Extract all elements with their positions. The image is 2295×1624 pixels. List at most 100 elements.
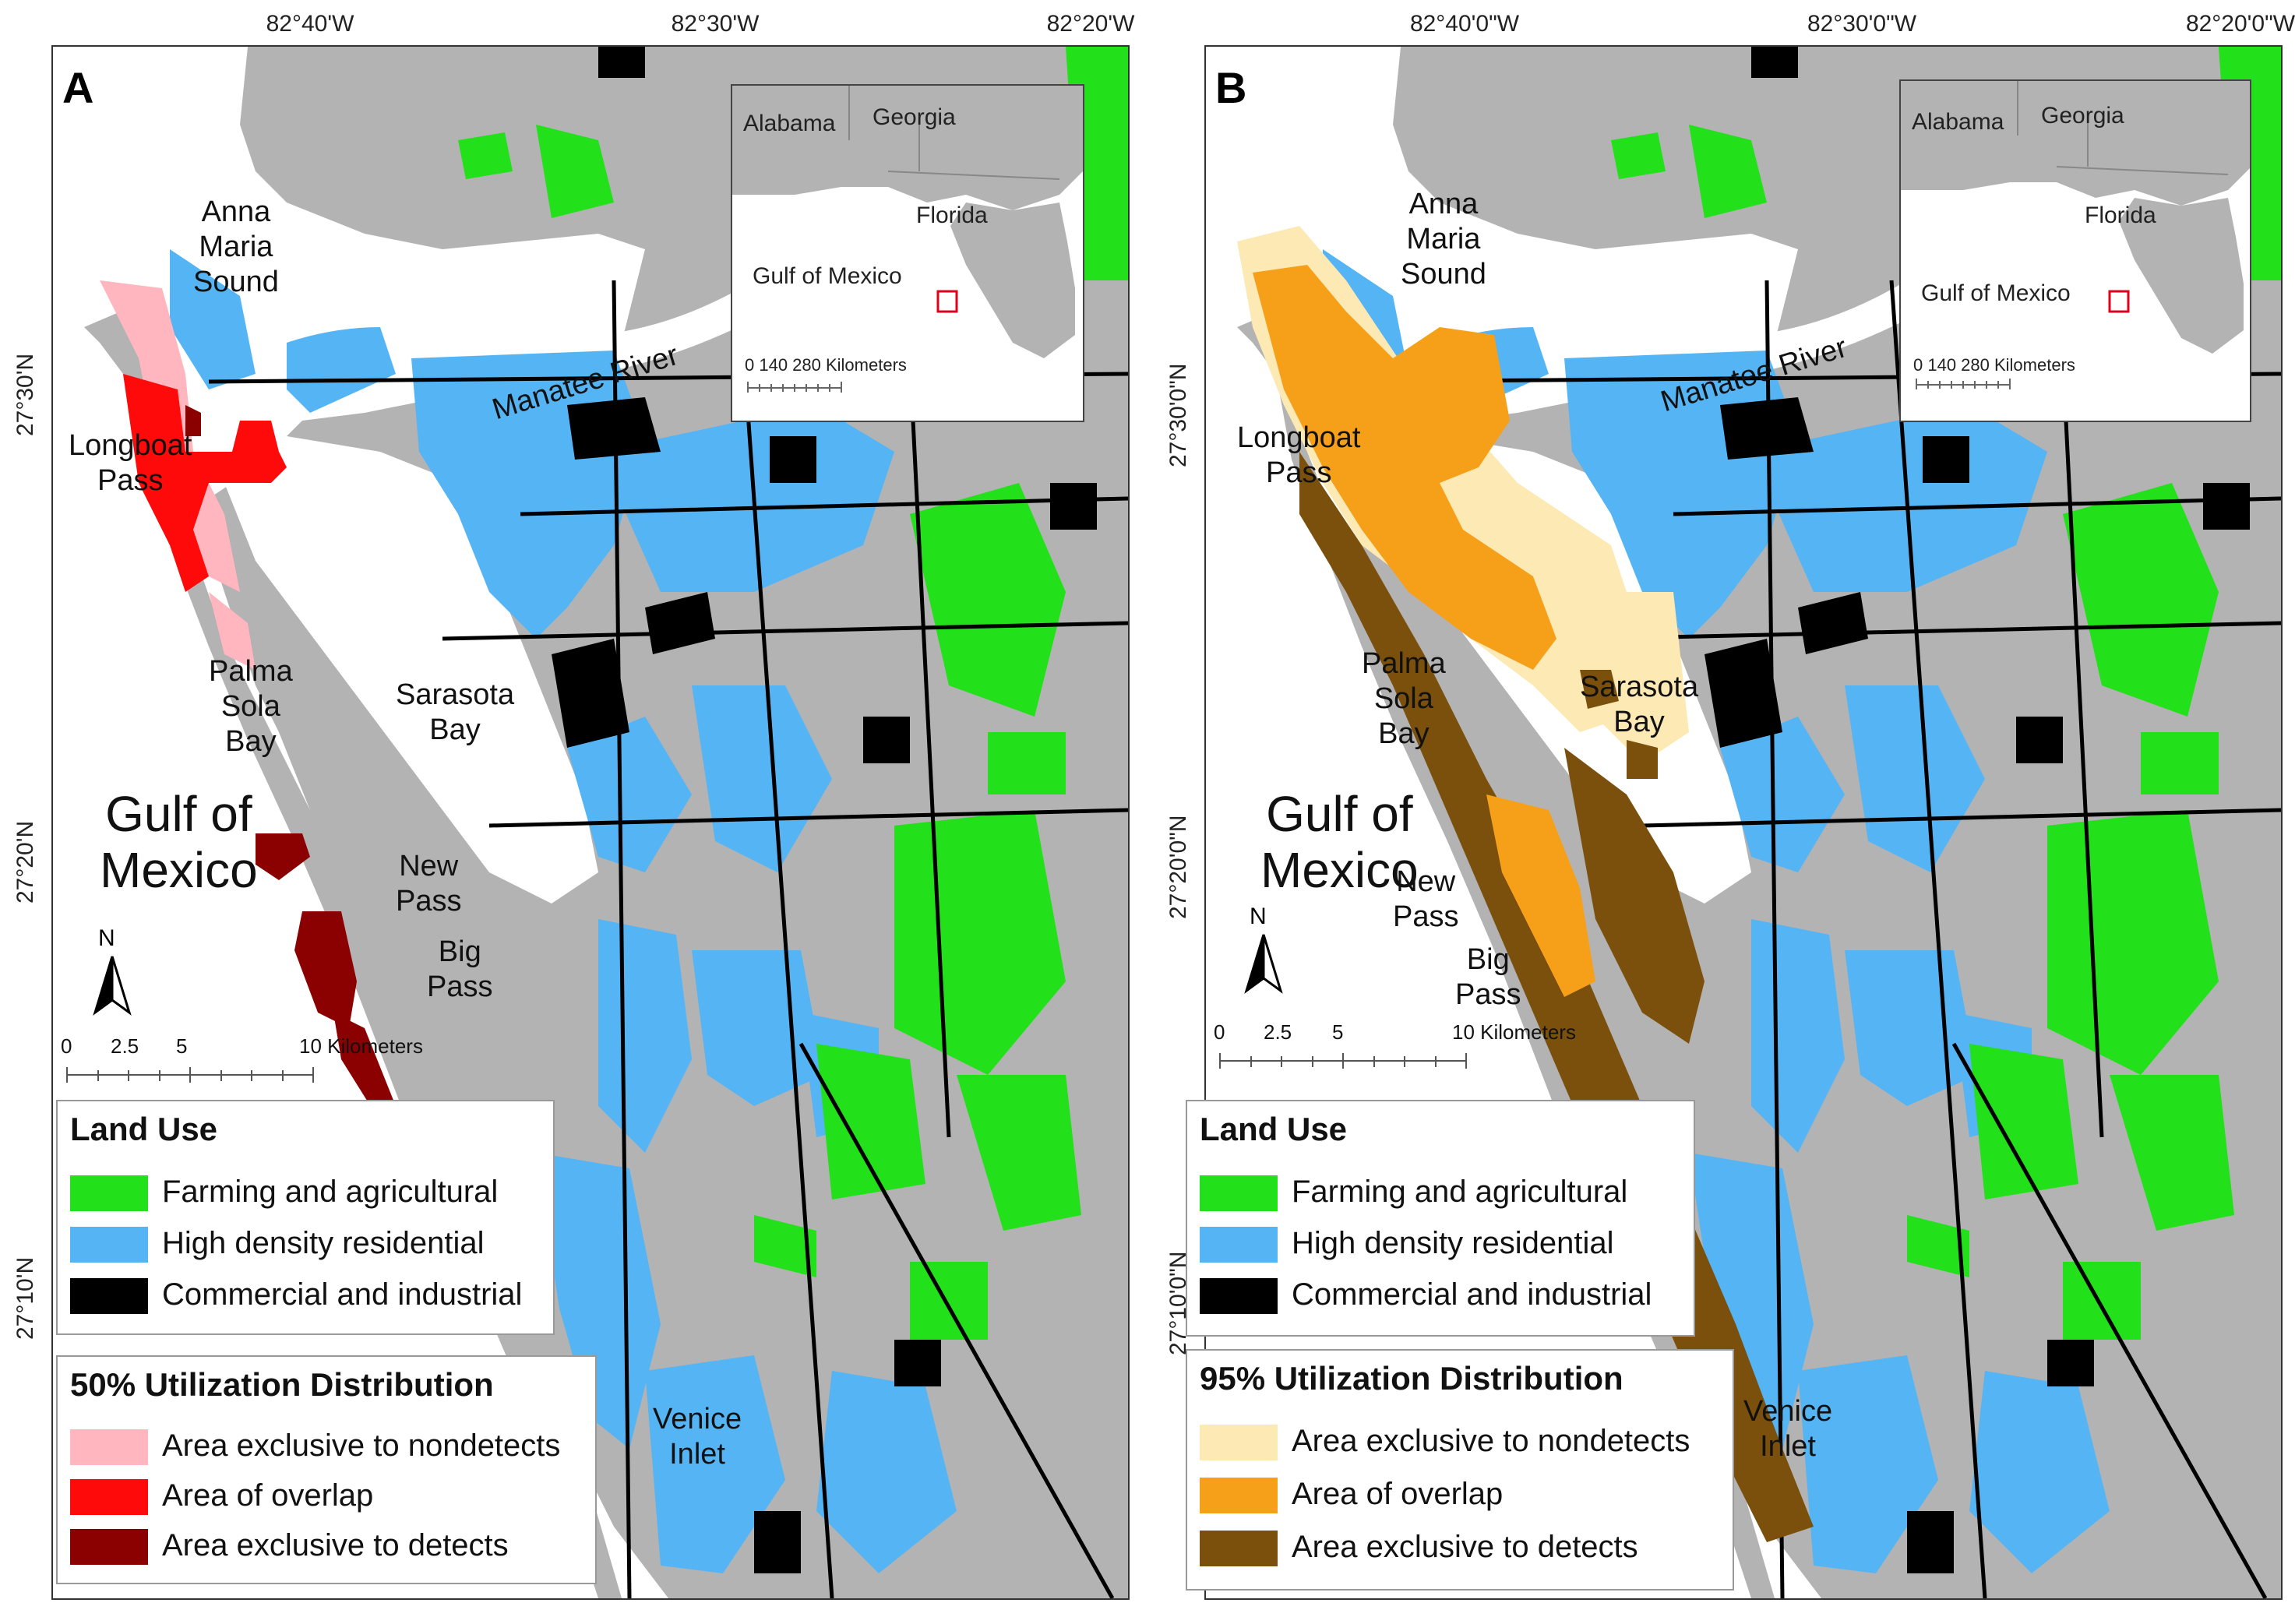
locator-inset: Alabama Georgia Florida Gulf of Mexico 0… [1899, 79, 2251, 422]
sarasota-bay-water [224, 436, 598, 904]
lat-tick-2: 27°20'N [12, 820, 38, 904]
label-palma-sola-bay: Palma Sola Bay [1362, 647, 1446, 750]
label-venice-inlet: Venice Inlet [653, 1403, 742, 1471]
legend-swatch-farming [70, 1175, 148, 1211]
inset-land [732, 86, 1083, 210]
inset-scale-label: 0 140 280 Kilometers [1913, 355, 2075, 375]
label-new-pass: New Pass [1393, 865, 1459, 933]
ud50-detect [294, 911, 357, 1028]
label-anna-maria-sound: Anna Maria Sound [1401, 188, 1486, 291]
scale-bar: 0 2.5 5 10 Kilometers [1214, 1020, 1653, 1083]
legend-swatch-overlap [70, 1479, 148, 1515]
legend-swatch-residential [70, 1227, 148, 1263]
scale-tick-10: 10 Kilometers [299, 1034, 423, 1058]
scale-tick-5: 5 [176, 1034, 188, 1058]
lon-tick-2: 82°30'W [671, 11, 760, 37]
ud95-legend: 95% Utilization Distribution Area exclus… [1186, 1349, 1734, 1591]
legend-swatch-farming [1200, 1175, 1278, 1211]
map-panel-b: 82°40'0"W 82°30'0"W 82°20'0"W 27°30'0"N … [1153, 0, 2295, 1624]
panel-letter: A [62, 63, 94, 112]
inset-scalebar [1916, 379, 2011, 389]
scale-tick-5: 5 [1332, 1020, 1344, 1044]
ud95-detect [1580, 670, 1619, 709]
label-gulf-of-mexico: Gulf of Mexico [1260, 786, 1419, 898]
inset-map [732, 86, 1083, 393]
ud95-detect [1564, 748, 1705, 1044]
north-arrow: N [1240, 904, 1287, 997]
label-big-pass: Big Pass [1455, 943, 1521, 1011]
commercial-areas [552, 47, 1097, 1573]
scale-bar-graphic [1219, 1053, 1467, 1069]
scale-tick-0: 0 [61, 1034, 72, 1058]
inset-map [1901, 81, 2250, 389]
legend-label-detects: Area exclusive to detects [1292, 1530, 1638, 1564]
legend-swatch-detects [1200, 1531, 1278, 1566]
inset-label-florida: Florida [916, 203, 988, 228]
map-panel-a: 82°40'W 82°30'W 82°20'W 27°30'N 27°20'N … [0, 0, 1137, 1624]
inset-study-area-box [2108, 290, 2130, 313]
ud50-legend: 50% Utilization Distribution Area exclus… [56, 1355, 597, 1584]
label-longboat-pass: Longboat Pass [1237, 421, 1361, 489]
inset-label-alabama: Alabama [1912, 109, 2004, 135]
land-use-legend-title: Land Use [70, 1111, 218, 1147]
legend-label-commercial: Commercial and industrial [162, 1277, 523, 1312]
lat-tick-3: 27°10'N [12, 1256, 38, 1340]
ud50-nondetect [209, 592, 256, 670]
legend-swatch-commercial [70, 1278, 148, 1314]
north-arrow: N [89, 925, 136, 1019]
legend-label-detects: Area exclusive to detects [162, 1528, 509, 1562]
inset-florida [950, 203, 1075, 358]
inset-scalebar [747, 382, 842, 393]
inset-label-gulf: Gulf of Mexico [1921, 280, 2071, 306]
land-use-legend: Land Use Farming and agricultural High d… [1186, 1100, 1695, 1337]
scale-tick-0: 0 [1214, 1020, 1225, 1044]
ud95-overlap [1463, 358, 1486, 389]
scale-tick-2-5: 2.5 [111, 1034, 139, 1058]
scale-tick-2-5: 2.5 [1264, 1020, 1292, 1044]
ud50-detect [256, 833, 310, 880]
ud95-legend-title: 95% Utilization Distribution [1200, 1360, 1623, 1397]
inset-label-gulf: Gulf of Mexico [753, 263, 902, 289]
ud50-overlap [123, 374, 287, 592]
locator-inset: Alabama Georgia Florida Gulf of Mexico 0… [731, 84, 1084, 422]
legend-swatch-residential [1200, 1227, 1278, 1263]
label-sarasota-bay: Sarasota Bay [1580, 671, 1699, 738]
ud50-detect [185, 405, 201, 436]
lon-tick-2: 82°30'0"W [1807, 11, 1917, 37]
north-arrow-icon [93, 956, 132, 1016]
lon-tick-3: 82°20'0"W [2185, 11, 2295, 37]
legend-label-nondetects: Area exclusive to nondetects [162, 1428, 561, 1463]
residential-areas [1323, 249, 2110, 1573]
lon-tick-3: 82°20'W [1046, 11, 1135, 37]
ud50-polygons [100, 280, 396, 1122]
ud50-detect [333, 1013, 396, 1122]
inset-land [1901, 81, 2250, 206]
north-letter: N [98, 925, 115, 951]
lon-tick-1: 82°40'0"W [1409, 11, 1520, 37]
legend-label-residential: High density residential [162, 1226, 485, 1260]
inset-scale-label: 0 140 280 Kilometers [745, 355, 907, 375]
base-map [1206, 47, 2281, 1598]
inset-study-area-box [936, 290, 958, 313]
legend-label-farming: Farming and agricultural [162, 1175, 499, 1209]
lon-tick-1: 82°40'W [266, 11, 354, 37]
legend-swatch-detects [70, 1529, 148, 1565]
map-frame: B Anna Maria Sound Longboat Pass Palma Sola B… [1204, 45, 2283, 1600]
inset-label-alabama: Alabama [743, 111, 836, 136]
legend-label-overlap: Area of overlap [1292, 1477, 1504, 1511]
label-anna-maria-sound: Anna Maria Sound [193, 196, 279, 298]
legend-label-commercial: Commercial and industrial [1292, 1277, 1652, 1312]
label-venice-inlet: Venice Inlet [1743, 1395, 1833, 1463]
north-letter: N [1250, 904, 1267, 929]
label-longboat-pass: Longboat Pass [69, 429, 192, 497]
ud95-detect [1627, 740, 1658, 779]
lat-tick-2: 27°20'0"N [1165, 815, 1191, 919]
ud95-nondetect [1580, 592, 1689, 763]
land-use-legend-title: Land Use [1200, 1111, 1348, 1147]
scale-tick-10: 10 Kilometers [1452, 1020, 1576, 1044]
scale-bar: 0 2.5 5 10 Kilometers [61, 1034, 423, 1097]
legend-swatch-nondetects [1200, 1425, 1278, 1460]
inset-florida [2119, 198, 2244, 354]
lat-tick-1: 27°30'0"N [1165, 363, 1191, 467]
inset-label-florida: Florida [2085, 203, 2156, 228]
